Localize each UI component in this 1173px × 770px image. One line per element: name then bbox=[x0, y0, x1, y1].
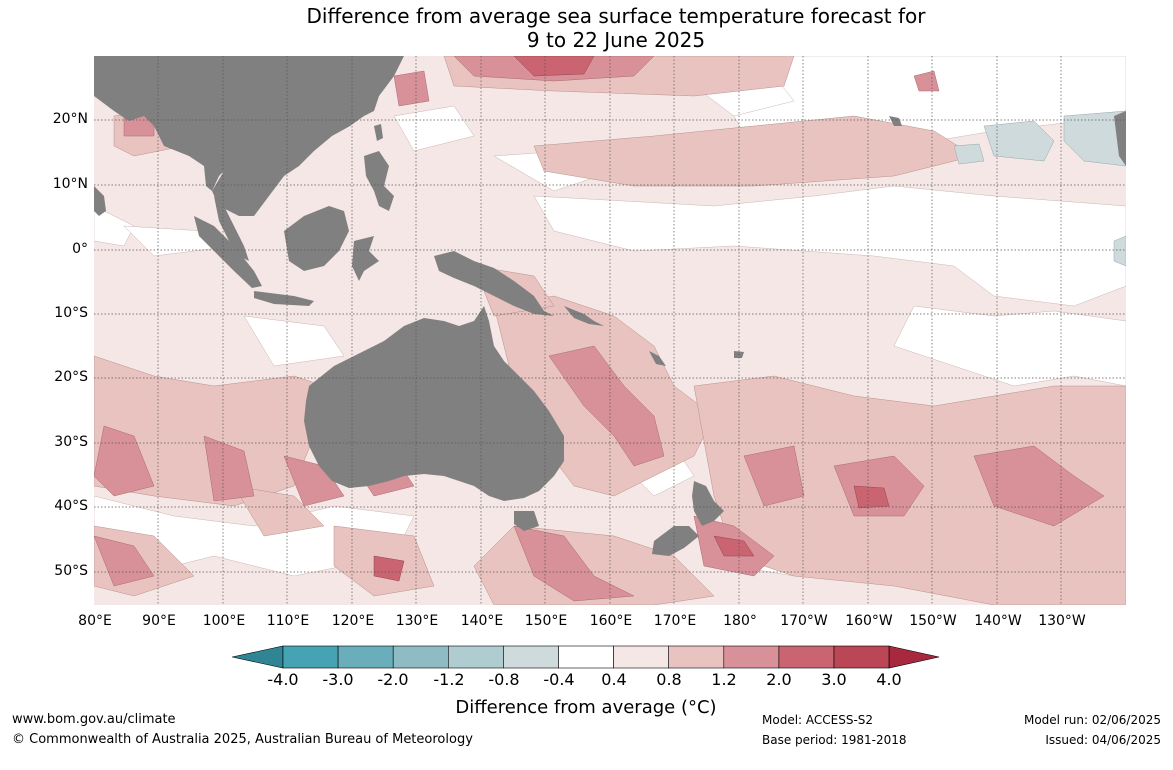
lat-label-40s: 40°S bbox=[54, 498, 88, 514]
map-title: Difference from average sea surface temp… bbox=[0, 4, 1173, 52]
colorbar-segment bbox=[558, 645, 614, 669]
lat-label-30s: 30°S bbox=[54, 434, 88, 450]
lat-label-20s: 20°S bbox=[54, 369, 88, 385]
colorbar-tick: -4.0 bbox=[267, 670, 299, 689]
taiwan bbox=[374, 124, 383, 141]
colorbar-tick: 1.2 bbox=[711, 670, 737, 689]
lat-label-50s: 50°S bbox=[54, 563, 88, 579]
lon-label-170e: 170°E bbox=[653, 613, 697, 629]
lon-label-160w: 160°W bbox=[845, 613, 893, 629]
lon-label-80e: 80°E bbox=[78, 613, 112, 629]
lon-label-140w: 140°W bbox=[974, 613, 1022, 629]
lon-label-160e: 160°E bbox=[589, 613, 633, 629]
lon-label-150e: 150°E bbox=[524, 613, 568, 629]
new-zealand-north bbox=[692, 481, 724, 526]
colorbar-segment bbox=[723, 645, 780, 669]
colorbar-tick: -3.0 bbox=[322, 670, 354, 689]
malay-peninsula bbox=[214, 196, 249, 261]
sst-anomaly-map bbox=[94, 56, 1126, 605]
lon-label-170w: 170°W bbox=[780, 613, 828, 629]
new-caledonia bbox=[649, 351, 666, 366]
colorbar-segment bbox=[778, 645, 835, 669]
model-run-date: Model run: 02/06/2025 bbox=[1023, 713, 1161, 727]
title-line-1: Difference from average sea surface temp… bbox=[306, 4, 926, 28]
colorbar-segment bbox=[503, 645, 559, 669]
cool-regions bbox=[953, 110, 1126, 267]
borneo bbox=[284, 206, 349, 271]
lat-label-10n: 10°N bbox=[52, 176, 88, 192]
lon-label-140e: 140°E bbox=[460, 613, 504, 629]
colorbar-tick: -2.0 bbox=[377, 670, 409, 689]
colorbar-segment bbox=[282, 645, 339, 669]
colorbar-segment bbox=[448, 645, 504, 669]
colorbar-segment bbox=[337, 645, 394, 669]
title-line-2: 9 to 22 June 2025 bbox=[526, 28, 706, 52]
colorbar bbox=[232, 645, 940, 669]
colorbar-tick: 3.0 bbox=[821, 670, 847, 689]
lat-label-20n: 20°N bbox=[52, 111, 88, 127]
model-name: Model: ACCESS-S2 bbox=[762, 713, 874, 727]
lon-label-110e: 110°E bbox=[266, 613, 310, 629]
colorbar-segment bbox=[392, 645, 449, 669]
colorbar-tick: 4.0 bbox=[876, 670, 902, 689]
lon-label-130w: 130°W bbox=[1038, 613, 1086, 629]
copyright-notice: © Commonwealth of Australia 2025, Austra… bbox=[12, 732, 473, 747]
lon-label-100e: 100°E bbox=[202, 613, 246, 629]
new-zealand-south bbox=[652, 526, 699, 556]
mexico-coast bbox=[1114, 111, 1126, 166]
asia-mainland bbox=[94, 56, 404, 216]
issued-date: Issued: 04/06/2025 bbox=[1045, 733, 1161, 747]
website-url: www.bom.gov.au/climate bbox=[12, 712, 176, 727]
colorbar-tick: 0.4 bbox=[601, 670, 627, 689]
lon-label-130e: 130°E bbox=[395, 613, 439, 629]
lat-label-10s: 10°S bbox=[54, 305, 88, 321]
colorbar-extend-low bbox=[232, 645, 284, 669]
hawaii bbox=[889, 116, 902, 126]
java bbox=[254, 291, 314, 306]
colorbar-tick: -0.8 bbox=[488, 670, 520, 689]
lon-label-90e: 90°E bbox=[142, 613, 176, 629]
india-tip bbox=[94, 186, 106, 216]
colorbar-extend-high bbox=[888, 645, 940, 669]
australia bbox=[304, 306, 564, 501]
tasmania bbox=[514, 511, 539, 531]
sumatra bbox=[194, 216, 262, 288]
colorbar-tick: -0.4 bbox=[543, 670, 575, 689]
colorbar-segment bbox=[833, 645, 890, 669]
new-guinea bbox=[434, 251, 554, 316]
land-masses bbox=[94, 56, 1126, 556]
solomon-islands bbox=[564, 306, 604, 326]
colorbar-segment bbox=[613, 645, 670, 669]
base-period: Base period: 1981-2018 bbox=[762, 733, 907, 747]
lon-label-150w: 150°W bbox=[909, 613, 957, 629]
colorbar-tick: 2.0 bbox=[766, 670, 792, 689]
philippines bbox=[364, 151, 394, 211]
colorbar-segment bbox=[668, 645, 725, 669]
colorbar-tick: 0.8 bbox=[656, 670, 682, 689]
lon-label-120e: 120°E bbox=[331, 613, 375, 629]
lon-label-180: 180° bbox=[723, 613, 757, 629]
sulawesi bbox=[352, 236, 379, 281]
strong-warm-regions bbox=[373, 56, 890, 582]
map-graticule bbox=[94, 56, 1126, 605]
warm-regions bbox=[94, 56, 1105, 602]
lat-label-0: 0° bbox=[72, 241, 88, 257]
colorbar-label: Difference from average (°C) bbox=[455, 697, 717, 718]
colorbar-tick: -1.2 bbox=[433, 670, 465, 689]
